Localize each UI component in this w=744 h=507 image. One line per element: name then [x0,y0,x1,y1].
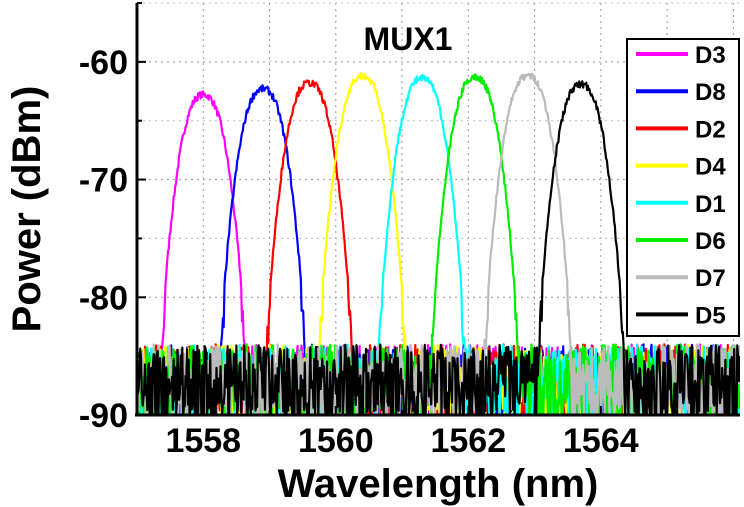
y-tick-label: -90 [79,397,128,435]
legend-label-d3: D3 [695,42,726,69]
legend-label-d6: D6 [695,228,726,255]
y-axis-title: Power (dBm) [5,86,49,333]
legend: D3 D8 D2 D4 D1 D6 D7 D5 [626,38,740,337]
x-tick-label: 1564 [563,422,639,460]
series-lines [137,71,740,415]
y-tick-label: -70 [79,162,128,200]
legend-label-d4: D4 [695,154,726,181]
x-tick-label: 1562 [430,422,506,460]
axes [135,3,740,417]
series-line-d5 [137,80,740,415]
x-axis-title: Wavelength (nm) [278,462,599,506]
y-tick-label: -80 [79,279,128,317]
legend-label-d8: D8 [695,79,726,106]
x-tick-label: 1560 [298,422,374,460]
ticks: 1558 1560 1562 1564 -60 -70 -80 -90 [79,2,735,460]
chart-title: MUX1 [364,21,453,57]
legend-box [626,38,740,337]
legend-label-d7: D7 [695,265,726,292]
legend-label-d2: D2 [695,116,726,143]
x-tick-label: 1558 [165,422,241,460]
legend-label-d1: D1 [695,191,726,218]
y-tick-label: -60 [79,44,128,82]
legend-label-d5: D5 [695,302,726,329]
